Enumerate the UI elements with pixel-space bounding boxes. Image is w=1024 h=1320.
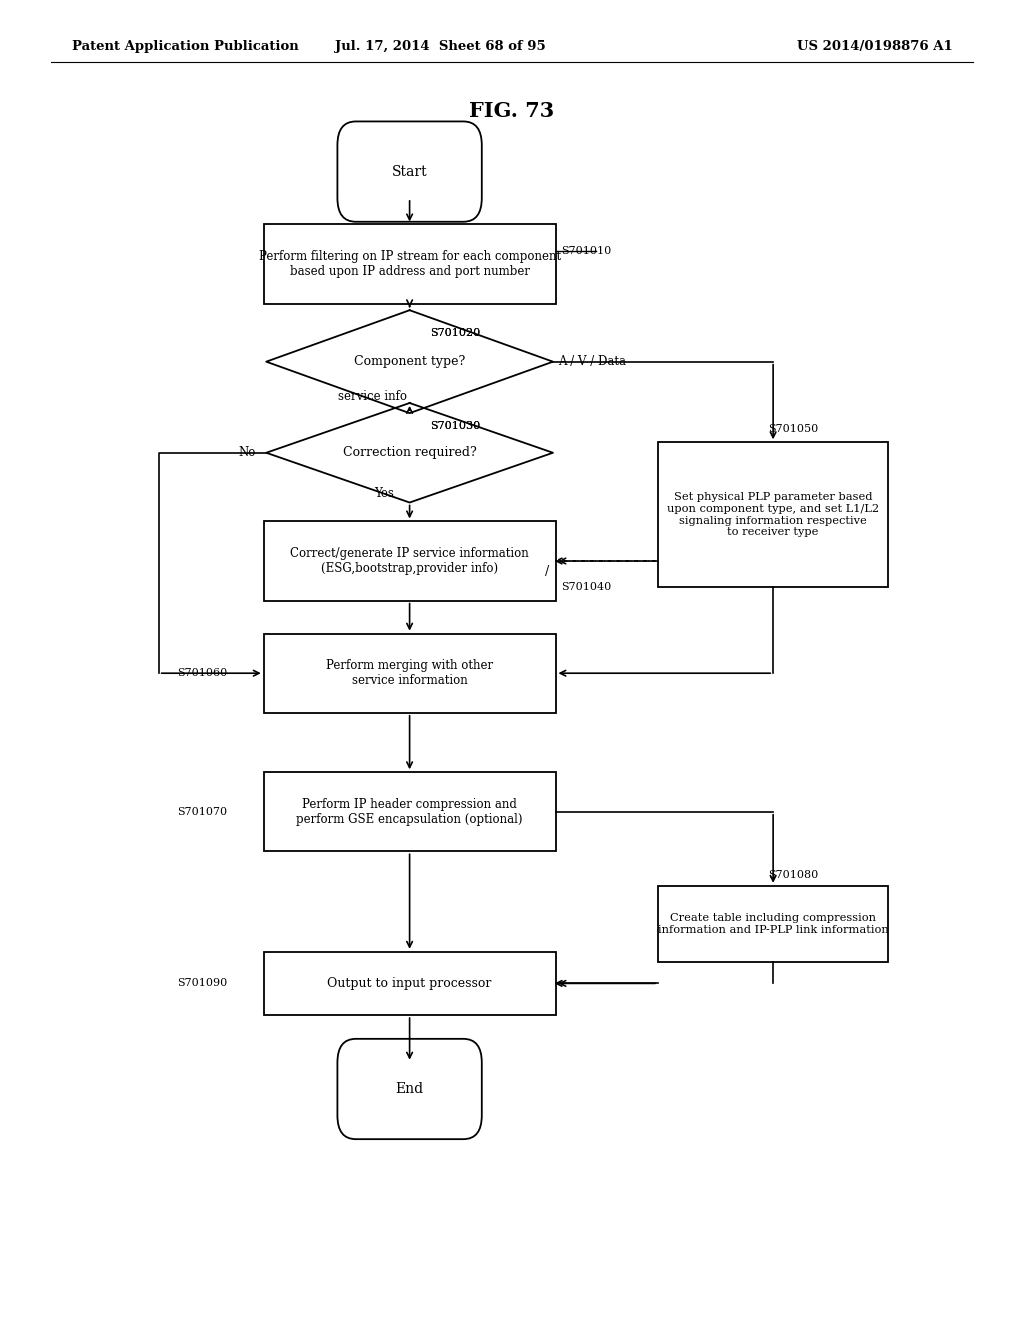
Text: S701020: S701020 — [430, 327, 480, 338]
Text: S701090: S701090 — [177, 978, 227, 989]
Text: Yes: Yes — [375, 487, 394, 500]
Bar — [264, 634, 555, 713]
Bar — [264, 772, 555, 851]
Text: No: No — [238, 446, 255, 459]
Text: Start: Start — [392, 165, 427, 178]
FancyBboxPatch shape — [338, 1039, 482, 1139]
Text: FIG. 73: FIG. 73 — [469, 100, 555, 121]
Text: Set physical PLP parameter based
upon component type, and set L1/L2
signaling in: Set physical PLP parameter based upon co… — [667, 492, 880, 537]
Text: Perform IP header compression and
perform GSE encapsulation (optional): Perform IP header compression and perfor… — [296, 797, 523, 826]
Text: End: End — [395, 1082, 424, 1096]
Text: A / V / Data: A / V / Data — [558, 355, 626, 368]
Text: Patent Application Publication: Patent Application Publication — [72, 40, 298, 53]
Text: Create table including compression
information and IP-PLP link information: Create table including compression infor… — [657, 913, 889, 935]
Bar — [264, 224, 555, 304]
FancyBboxPatch shape — [338, 121, 482, 222]
Text: Perform filtering on IP stream for each component
based upon IP address and port: Perform filtering on IP stream for each … — [258, 249, 561, 279]
Bar — [657, 442, 888, 587]
Bar — [264, 952, 555, 1015]
Text: service info: service info — [338, 389, 407, 403]
Text: S701020: S701020 — [430, 327, 480, 338]
Text: S701060: S701060 — [177, 668, 227, 678]
Text: S701010: S701010 — [561, 246, 611, 256]
Bar — [264, 521, 555, 601]
Text: Output to input processor: Output to input processor — [328, 977, 492, 990]
Text: Perform merging with other
service information: Perform merging with other service infor… — [326, 659, 494, 688]
Text: S701080: S701080 — [768, 870, 818, 880]
Polygon shape — [266, 310, 553, 413]
Text: S701070: S701070 — [177, 807, 226, 817]
Text: S701030: S701030 — [430, 421, 480, 432]
Text: S701030: S701030 — [430, 421, 480, 432]
Text: US 2014/0198876 A1: US 2014/0198876 A1 — [797, 40, 952, 53]
Bar — [657, 886, 888, 962]
Text: S701050: S701050 — [768, 424, 818, 434]
Text: Jul. 17, 2014  Sheet 68 of 95: Jul. 17, 2014 Sheet 68 of 95 — [335, 40, 546, 53]
Text: Correct/generate IP service information
(ESG,bootstrap,provider info): Correct/generate IP service information … — [290, 546, 529, 576]
Text: S701040: S701040 — [561, 582, 611, 593]
Text: Correction required?: Correction required? — [343, 446, 476, 459]
Polygon shape — [266, 403, 553, 503]
Text: /: / — [545, 565, 550, 578]
Text: Component type?: Component type? — [354, 355, 465, 368]
